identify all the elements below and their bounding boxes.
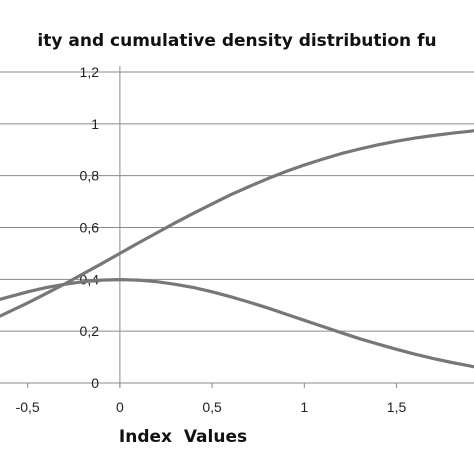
gridlines bbox=[0, 71, 474, 332]
y-tick-label-2: 0,4 bbox=[80, 271, 100, 287]
series-lines bbox=[0, 129, 474, 369]
x-tick-label-4: 1,5 bbox=[387, 399, 407, 415]
y-tick-labels: 0 0,2 0,4 0,6 0,8 1 1,2 bbox=[80, 64, 100, 391]
x-tick-labels: -0,5 0 0,5 1 1,5 bbox=[16, 399, 407, 415]
axes bbox=[0, 66, 474, 388]
y-tick-label-0: 0 bbox=[91, 375, 99, 391]
x-tick-label-2: 0,5 bbox=[202, 399, 222, 415]
x-axis-label: Index Values bbox=[119, 427, 247, 447]
x-tick-label-1: 0 bbox=[116, 399, 124, 415]
series-line-0 bbox=[0, 278, 474, 369]
y-tick-label-6: 1,2 bbox=[80, 64, 100, 80]
y-tick-label-5: 1 bbox=[91, 116, 99, 132]
series-line-1 bbox=[0, 129, 474, 318]
x-tick-label-3: 1 bbox=[300, 399, 308, 415]
x-tick-label-0: -0,5 bbox=[16, 399, 40, 415]
chart-title: ity and cumulative density distribution … bbox=[37, 31, 436, 51]
y-tick-label-3: 0,6 bbox=[80, 220, 100, 236]
y-tick-label-1: 0,2 bbox=[80, 323, 100, 339]
y-tick-label-4: 0,8 bbox=[80, 168, 100, 184]
